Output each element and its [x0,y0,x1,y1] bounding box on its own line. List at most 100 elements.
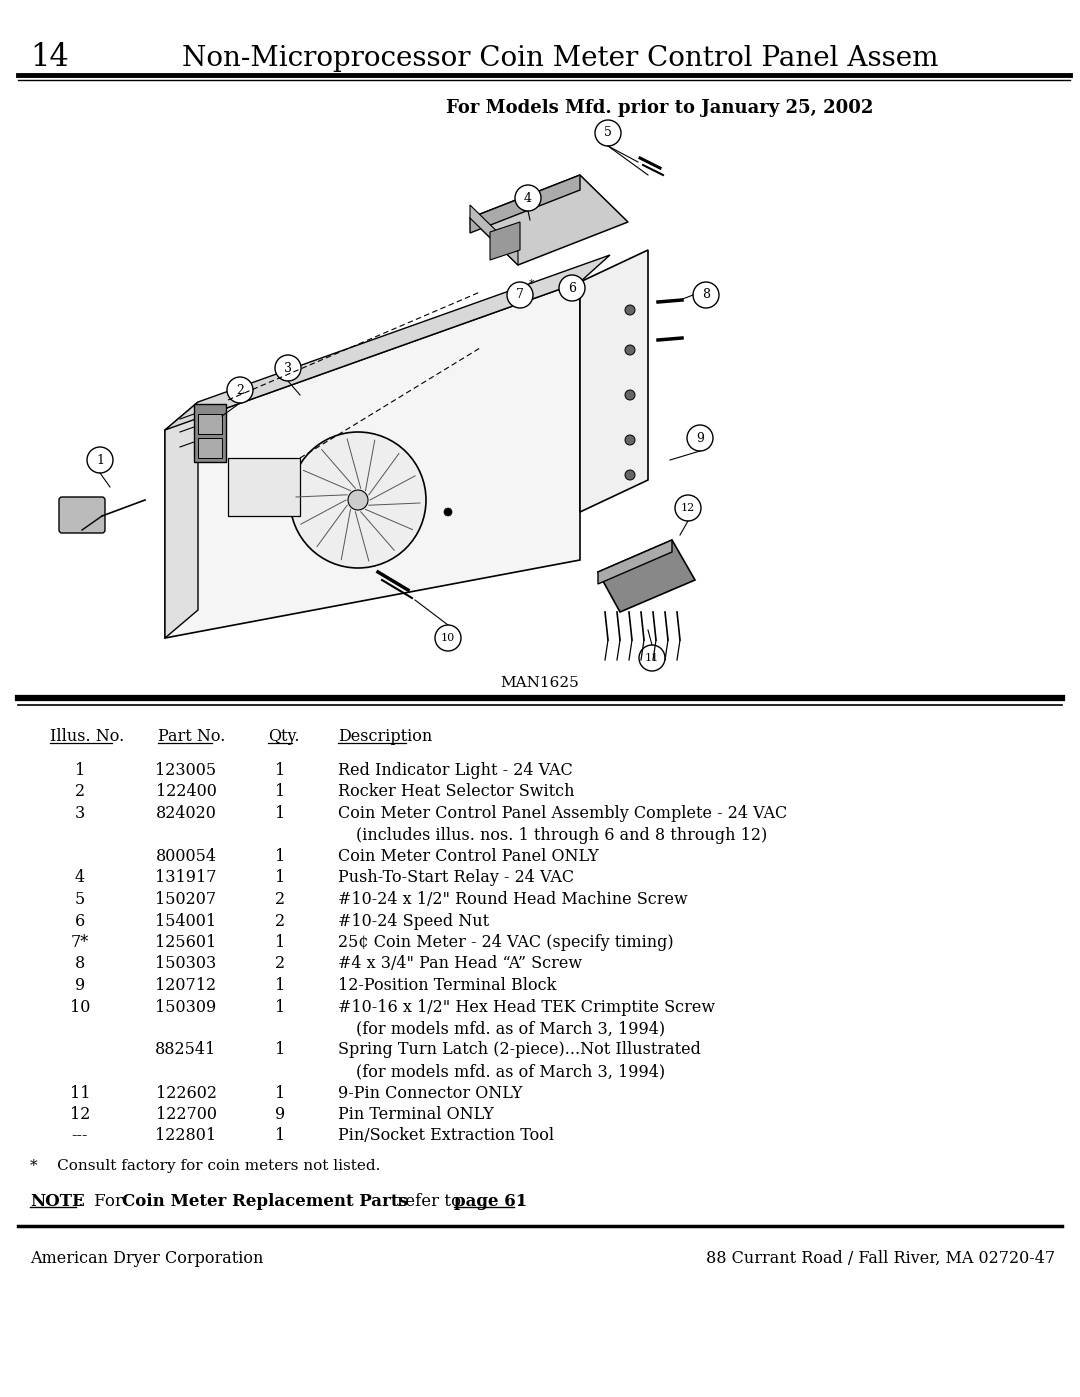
Circle shape [693,282,719,307]
Text: 122801: 122801 [156,1127,217,1144]
Text: 11: 11 [70,1084,91,1101]
Text: #4 x 3/4" Pan Head “A” Screw: #4 x 3/4" Pan Head “A” Screw [338,956,582,972]
Text: 88 Currant Road / Fall River, MA 02720-47: 88 Currant Road / Fall River, MA 02720-4… [706,1250,1055,1267]
Text: Push-To-Start Relay - 24 VAC: Push-To-Start Relay - 24 VAC [338,869,575,887]
Text: #10-24 x 1/2" Round Head Machine Screw: #10-24 x 1/2" Round Head Machine Screw [338,891,688,908]
FancyBboxPatch shape [59,497,105,534]
Text: 824020: 824020 [156,805,216,821]
Text: 14: 14 [30,42,69,74]
Polygon shape [165,282,580,638]
Circle shape [595,120,621,147]
Circle shape [275,355,301,381]
Text: Description: Description [338,728,432,745]
Text: MAN1625: MAN1625 [501,676,579,690]
Circle shape [515,184,541,211]
Text: 1: 1 [275,1042,285,1059]
Circle shape [625,434,635,446]
Circle shape [444,509,453,515]
Text: 5: 5 [75,891,85,908]
Text: 2: 2 [275,956,285,972]
Text: 12-Position Terminal Block: 12-Position Terminal Block [338,977,556,995]
Text: refer to: refer to [392,1193,467,1210]
Circle shape [687,425,713,451]
Circle shape [435,624,461,651]
Text: 1: 1 [275,999,285,1016]
Text: 1: 1 [275,1127,285,1144]
Text: Rocker Heat Selector Switch: Rocker Heat Selector Switch [338,784,575,800]
Polygon shape [490,222,519,260]
Text: Illus. No.: Illus. No. [50,728,124,745]
Text: 150303: 150303 [156,956,217,972]
Text: 9: 9 [697,432,704,444]
Text: 122400: 122400 [156,784,216,800]
Text: Coin Meter Control Panel Assembly Complete - 24 VAC: Coin Meter Control Panel Assembly Comple… [338,805,787,821]
Text: #10-16 x 1/2" Hex Head TEK Crimptite Screw: #10-16 x 1/2" Hex Head TEK Crimptite Scr… [338,999,715,1016]
Circle shape [625,305,635,314]
Text: Pin/Socket Extraction Tool: Pin/Socket Extraction Tool [338,1127,554,1144]
Circle shape [625,469,635,481]
Text: 122700: 122700 [156,1106,216,1123]
Text: 8: 8 [75,956,85,972]
Circle shape [227,377,253,402]
Text: 4: 4 [524,191,532,204]
Text: Spring Turn Latch (2-piece)...Not Illustrated: Spring Turn Latch (2-piece)...Not Illust… [338,1042,701,1059]
Text: *: * [529,279,535,289]
Text: *    Consult factory for coin meters not listed.: * Consult factory for coin meters not li… [30,1160,380,1173]
Text: 882541: 882541 [156,1042,217,1059]
Text: 5: 5 [604,127,612,140]
Text: (for models mfd. as of March 3, 1994): (for models mfd. as of March 3, 1994) [356,1063,665,1080]
Text: Part No.: Part No. [158,728,226,745]
Text: 1: 1 [275,977,285,995]
Text: 8: 8 [702,289,710,302]
Polygon shape [470,205,518,265]
Text: 25¢ Coin Meter - 24 VAC (specify timing): 25¢ Coin Meter - 24 VAC (specify timing) [338,935,674,951]
Text: 1: 1 [275,935,285,951]
Text: NOTE: NOTE [30,1193,84,1210]
Text: 154001: 154001 [156,912,217,929]
Circle shape [87,447,113,474]
Text: #10-24 Speed Nut: #10-24 Speed Nut [338,912,489,929]
Text: Non-Microprocessor Coin Meter Control Panel Assem: Non-Microprocessor Coin Meter Control Pa… [181,45,939,71]
Text: 150207: 150207 [156,891,217,908]
Text: .: . [516,1193,522,1210]
Text: 120712: 120712 [156,977,217,995]
Circle shape [639,645,665,671]
Text: 3: 3 [284,362,292,374]
Text: Coin Meter Control Panel ONLY: Coin Meter Control Panel ONLY [338,848,598,865]
Circle shape [625,390,635,400]
Circle shape [625,345,635,355]
Text: 1: 1 [275,761,285,780]
Polygon shape [165,256,610,430]
Circle shape [559,275,585,300]
Text: American Dryer Corporation: American Dryer Corporation [30,1250,264,1267]
Circle shape [291,432,426,569]
Text: 125601: 125601 [156,935,217,951]
Text: 9-Pin Connector ONLY: 9-Pin Connector ONLY [338,1084,523,1101]
Polygon shape [470,175,580,233]
Bar [198,414,222,434]
Text: 1: 1 [275,784,285,800]
Text: 1: 1 [275,848,285,865]
Text: (for models mfd. as of March 3, 1994): (for models mfd. as of March 3, 1994) [356,1020,665,1037]
Text: 2: 2 [237,384,244,397]
Text: Coin Meter Replacement Parts: Coin Meter Replacement Parts [122,1193,408,1210]
Text: 3: 3 [75,805,85,821]
Text: 131917: 131917 [156,869,217,887]
Text: 2: 2 [75,784,85,800]
Text: (includes illus. nos. 1 through 6 and 8 through 12): (includes illus. nos. 1 through 6 and 8 … [356,827,767,844]
Circle shape [348,490,368,510]
Text: 4: 4 [75,869,85,887]
Text: 11: 11 [645,652,659,664]
Text: Pin Terminal ONLY: Pin Terminal ONLY [338,1106,494,1123]
Text: :  For: : For [78,1193,129,1210]
Polygon shape [598,541,672,584]
Text: 12: 12 [70,1106,91,1123]
Text: 9: 9 [75,977,85,995]
Text: 10: 10 [70,999,91,1016]
Polygon shape [580,250,648,511]
Bar [198,439,222,458]
Text: 7: 7 [516,289,524,302]
Circle shape [675,495,701,521]
Polygon shape [598,541,696,612]
Polygon shape [165,402,198,638]
